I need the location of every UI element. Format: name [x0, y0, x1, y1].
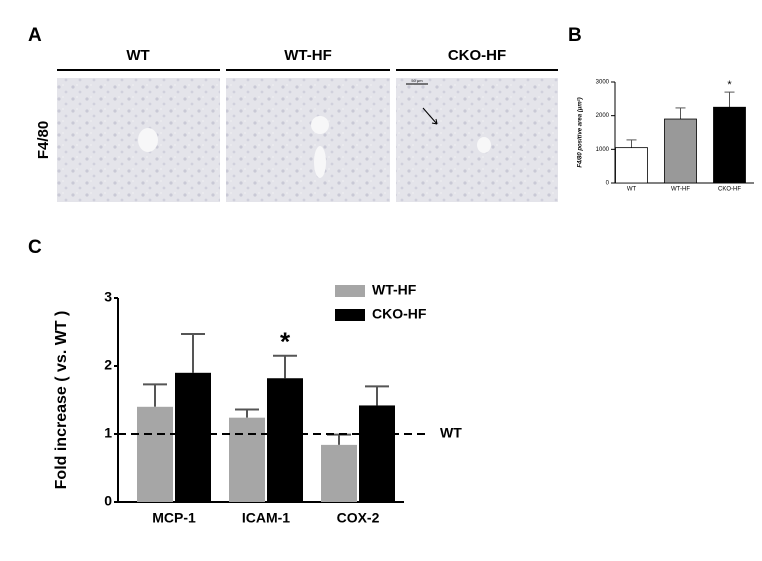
- y-tick-label: 2000: [596, 113, 610, 119]
- bar: [713, 106, 746, 184]
- y-tick-label: 1: [104, 425, 112, 441]
- micrograph: [396, 78, 558, 202]
- panel-label: A: [28, 25, 42, 46]
- column-title: WT-HF: [284, 47, 331, 64]
- x-tick-label: MCP-1: [152, 510, 196, 526]
- arrow-head: [431, 118, 438, 125]
- bar: [664, 118, 697, 184]
- y-tick-label: 2: [104, 357, 112, 373]
- column-title: WT: [126, 47, 149, 64]
- significance: *: [727, 79, 732, 91]
- vessel: [311, 116, 329, 134]
- vessel: [477, 137, 491, 153]
- panel-label: C: [28, 237, 42, 258]
- y-tick-label: 3: [104, 289, 112, 305]
- significance: *: [280, 327, 291, 357]
- y-tick-label: 3000: [596, 80, 610, 86]
- x-tick-label: COX-2: [337, 510, 380, 526]
- bar: [229, 417, 265, 502]
- legend-label: WT-HF: [372, 282, 417, 298]
- column-title: CKO-HF: [448, 47, 506, 64]
- x-tick-label: WT: [627, 187, 637, 193]
- y-axis-title: Fold increase ( vs. WT ): [53, 311, 70, 490]
- y-tick-label: 1000: [596, 147, 610, 153]
- panel-label: B: [568, 25, 582, 46]
- vessel: [138, 128, 158, 152]
- arrow: [422, 107, 438, 125]
- y-axis-title: F4/80 positive area (μm²): [577, 97, 584, 167]
- bar: [175, 372, 211, 502]
- x-tick-label: WT-HF: [671, 187, 690, 193]
- legend-swatch: [335, 285, 365, 297]
- bar: [267, 378, 303, 502]
- legend-swatch: [335, 309, 365, 321]
- row-label: F4/80: [35, 121, 52, 159]
- scale-bar-label: 50 μm: [411, 78, 423, 83]
- x-tick-label: CKO-HF: [718, 187, 741, 193]
- micrograph: [226, 78, 390, 202]
- y-tick-label: 0: [606, 181, 610, 187]
- bar: [321, 444, 357, 502]
- bar: [615, 147, 648, 184]
- y-tick-label: 0: [104, 493, 112, 509]
- legend-label: CKO-HF: [372, 306, 427, 322]
- vessel: [314, 146, 326, 178]
- reference-label: WT: [440, 425, 462, 441]
- x-tick-label: ICAM-1: [242, 510, 290, 526]
- bar: [359, 405, 395, 502]
- bar: [137, 406, 173, 502]
